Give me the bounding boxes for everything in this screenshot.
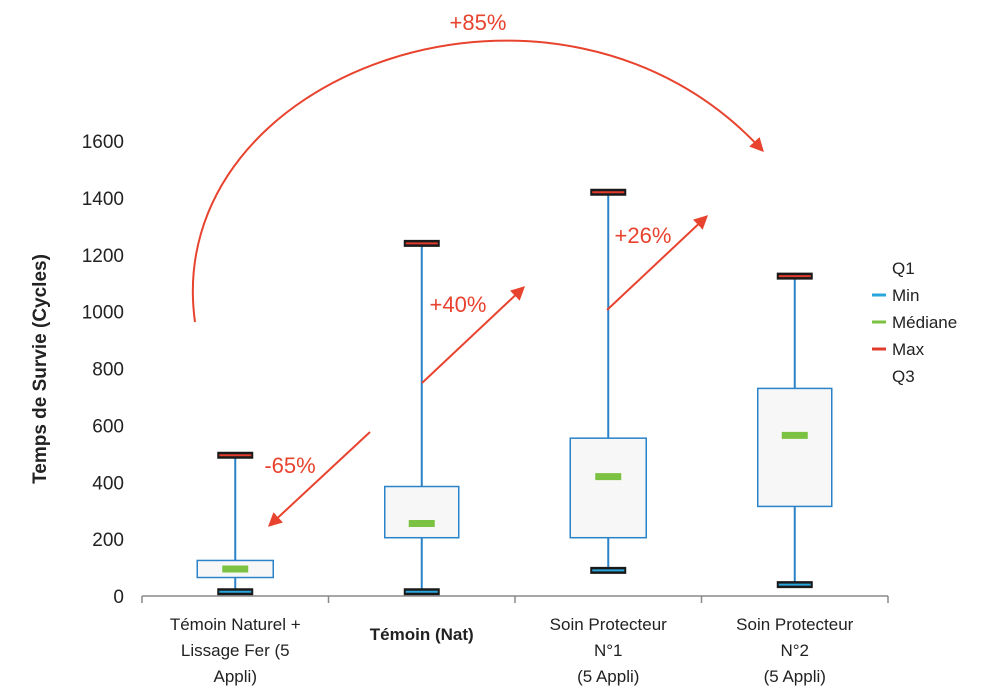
- category-label-line: Témoin (Nat): [370, 625, 474, 644]
- y-tick-label: 800: [92, 360, 124, 381]
- legend-item-label: Max: [892, 340, 925, 359]
- box-plot-3: [569, 188, 647, 574]
- y-tick-label: 600: [92, 416, 124, 437]
- category-label-line: N°2: [780, 641, 809, 660]
- annotation-arrow-2: [267, 431, 371, 527]
- annotation-label-4: +26%: [615, 223, 672, 248]
- y-axis-label: Temps de Survie (Cycles): [30, 254, 51, 484]
- annotation-arrow-4: [606, 215, 709, 311]
- category-label-line: Lissage Fer (5: [181, 641, 290, 660]
- y-tick-label: 1200: [82, 246, 124, 267]
- category-labels: Témoin Naturel + Lissage Fer (5 Appli)Témo…: [170, 615, 854, 686]
- category-label-2: Témoin (Nat): [370, 625, 474, 644]
- category-label-line: Soin Protecteur: [736, 615, 854, 634]
- annotation-arrow-1: [191, 39, 764, 323]
- category-label-line: (5 Appli): [764, 667, 826, 686]
- category-label-3: Soin Protecteur N°1 (5 Appli): [550, 615, 668, 686]
- iqr-box: [384, 485, 460, 539]
- annotation-arrow-3: [421, 286, 526, 384]
- category-label-line: Témoin Naturel +: [170, 615, 301, 634]
- legend-item-label: Médiane: [892, 313, 957, 332]
- category-label-line: N°1: [594, 641, 623, 660]
- y-axis: 0 200 400 600 800 1000 1200 1400 1600: [82, 132, 124, 608]
- iqr-box: [757, 387, 833, 508]
- y-tick-label: 200: [92, 530, 124, 551]
- legend-item-label: Q1: [892, 259, 915, 278]
- y-tick-label: 1600: [82, 132, 124, 153]
- legend-item-label: Q3: [892, 367, 915, 386]
- y-tick-label: 1000: [82, 303, 124, 324]
- category-label-line: (5 Appli): [577, 667, 639, 686]
- box-plot-1: [196, 451, 274, 596]
- box-series: [196, 188, 833, 596]
- category-label-line: Appli): [214, 667, 257, 686]
- y-tick-label: 1400: [82, 189, 124, 210]
- annotation-label-3: +40%: [430, 292, 487, 317]
- box-plot-2: [384, 239, 460, 596]
- category-label-4: Soin Protecteur N°2 (5 Appli): [736, 615, 854, 686]
- legend-item-label: Min: [892, 286, 919, 305]
- y-tick-label: 400: [92, 473, 124, 494]
- category-label-line: Soin Protecteur: [550, 615, 668, 634]
- annotation-label-2: -65%: [264, 453, 315, 478]
- iqr-box: [569, 437, 647, 539]
- box-plot-4: [757, 272, 833, 589]
- legend: Q1 Min Médiane Max Q3: [872, 259, 957, 386]
- annotation-label-1: +85%: [450, 10, 507, 35]
- category-label-1: Témoin Naturel + Lissage Fer (5 Appli): [170, 615, 301, 686]
- annotation-arrows: +85% -65% +40% +26%: [191, 10, 764, 527]
- x-axis: [141, 595, 889, 603]
- y-tick-label: 0: [113, 587, 124, 608]
